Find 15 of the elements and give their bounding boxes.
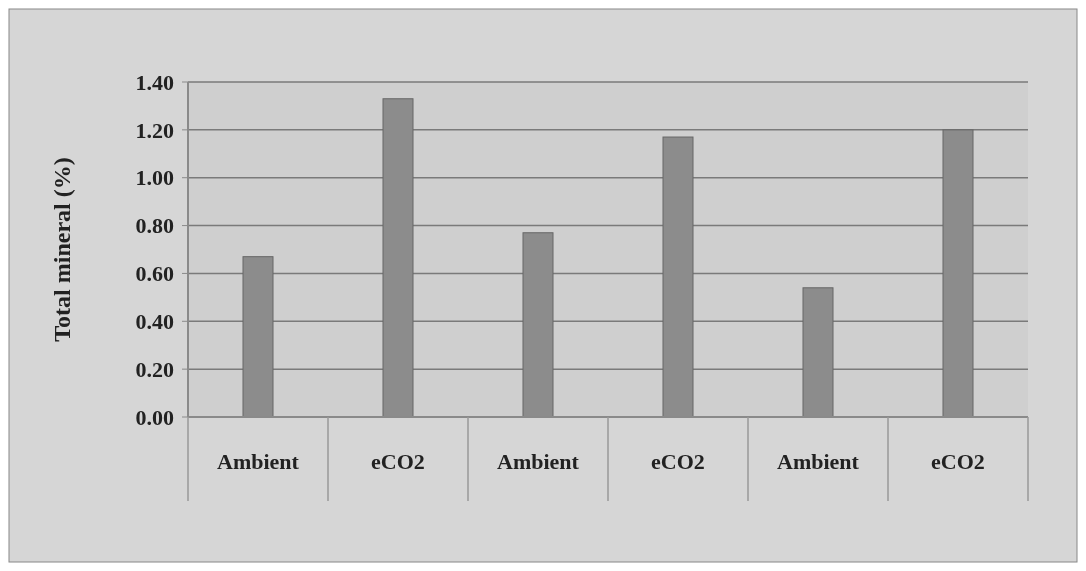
x-tick-label: eCO2 bbox=[931, 449, 985, 474]
x-tick-label: Ambient bbox=[217, 449, 300, 474]
y-tick-label: 1.00 bbox=[135, 165, 174, 191]
y-tick-label: 0.80 bbox=[135, 213, 174, 239]
y-tick-label: 0.60 bbox=[135, 261, 174, 287]
y-tick-label: 0.00 bbox=[135, 404, 174, 430]
y-tick-label: 0.40 bbox=[135, 308, 174, 334]
x-tick-label: eCO2 bbox=[371, 449, 425, 474]
y-tick-label: 1.20 bbox=[135, 117, 174, 143]
y-tick-label: 1.40 bbox=[135, 69, 174, 95]
y-tick-label: 0.20 bbox=[135, 356, 174, 382]
x-tick-label: Ambient bbox=[497, 449, 580, 474]
x-tick-label: eCO2 bbox=[651, 449, 705, 474]
y-axis-title: Total mineral (%) bbox=[49, 157, 75, 342]
x-tick-label: Ambient bbox=[777, 449, 860, 474]
